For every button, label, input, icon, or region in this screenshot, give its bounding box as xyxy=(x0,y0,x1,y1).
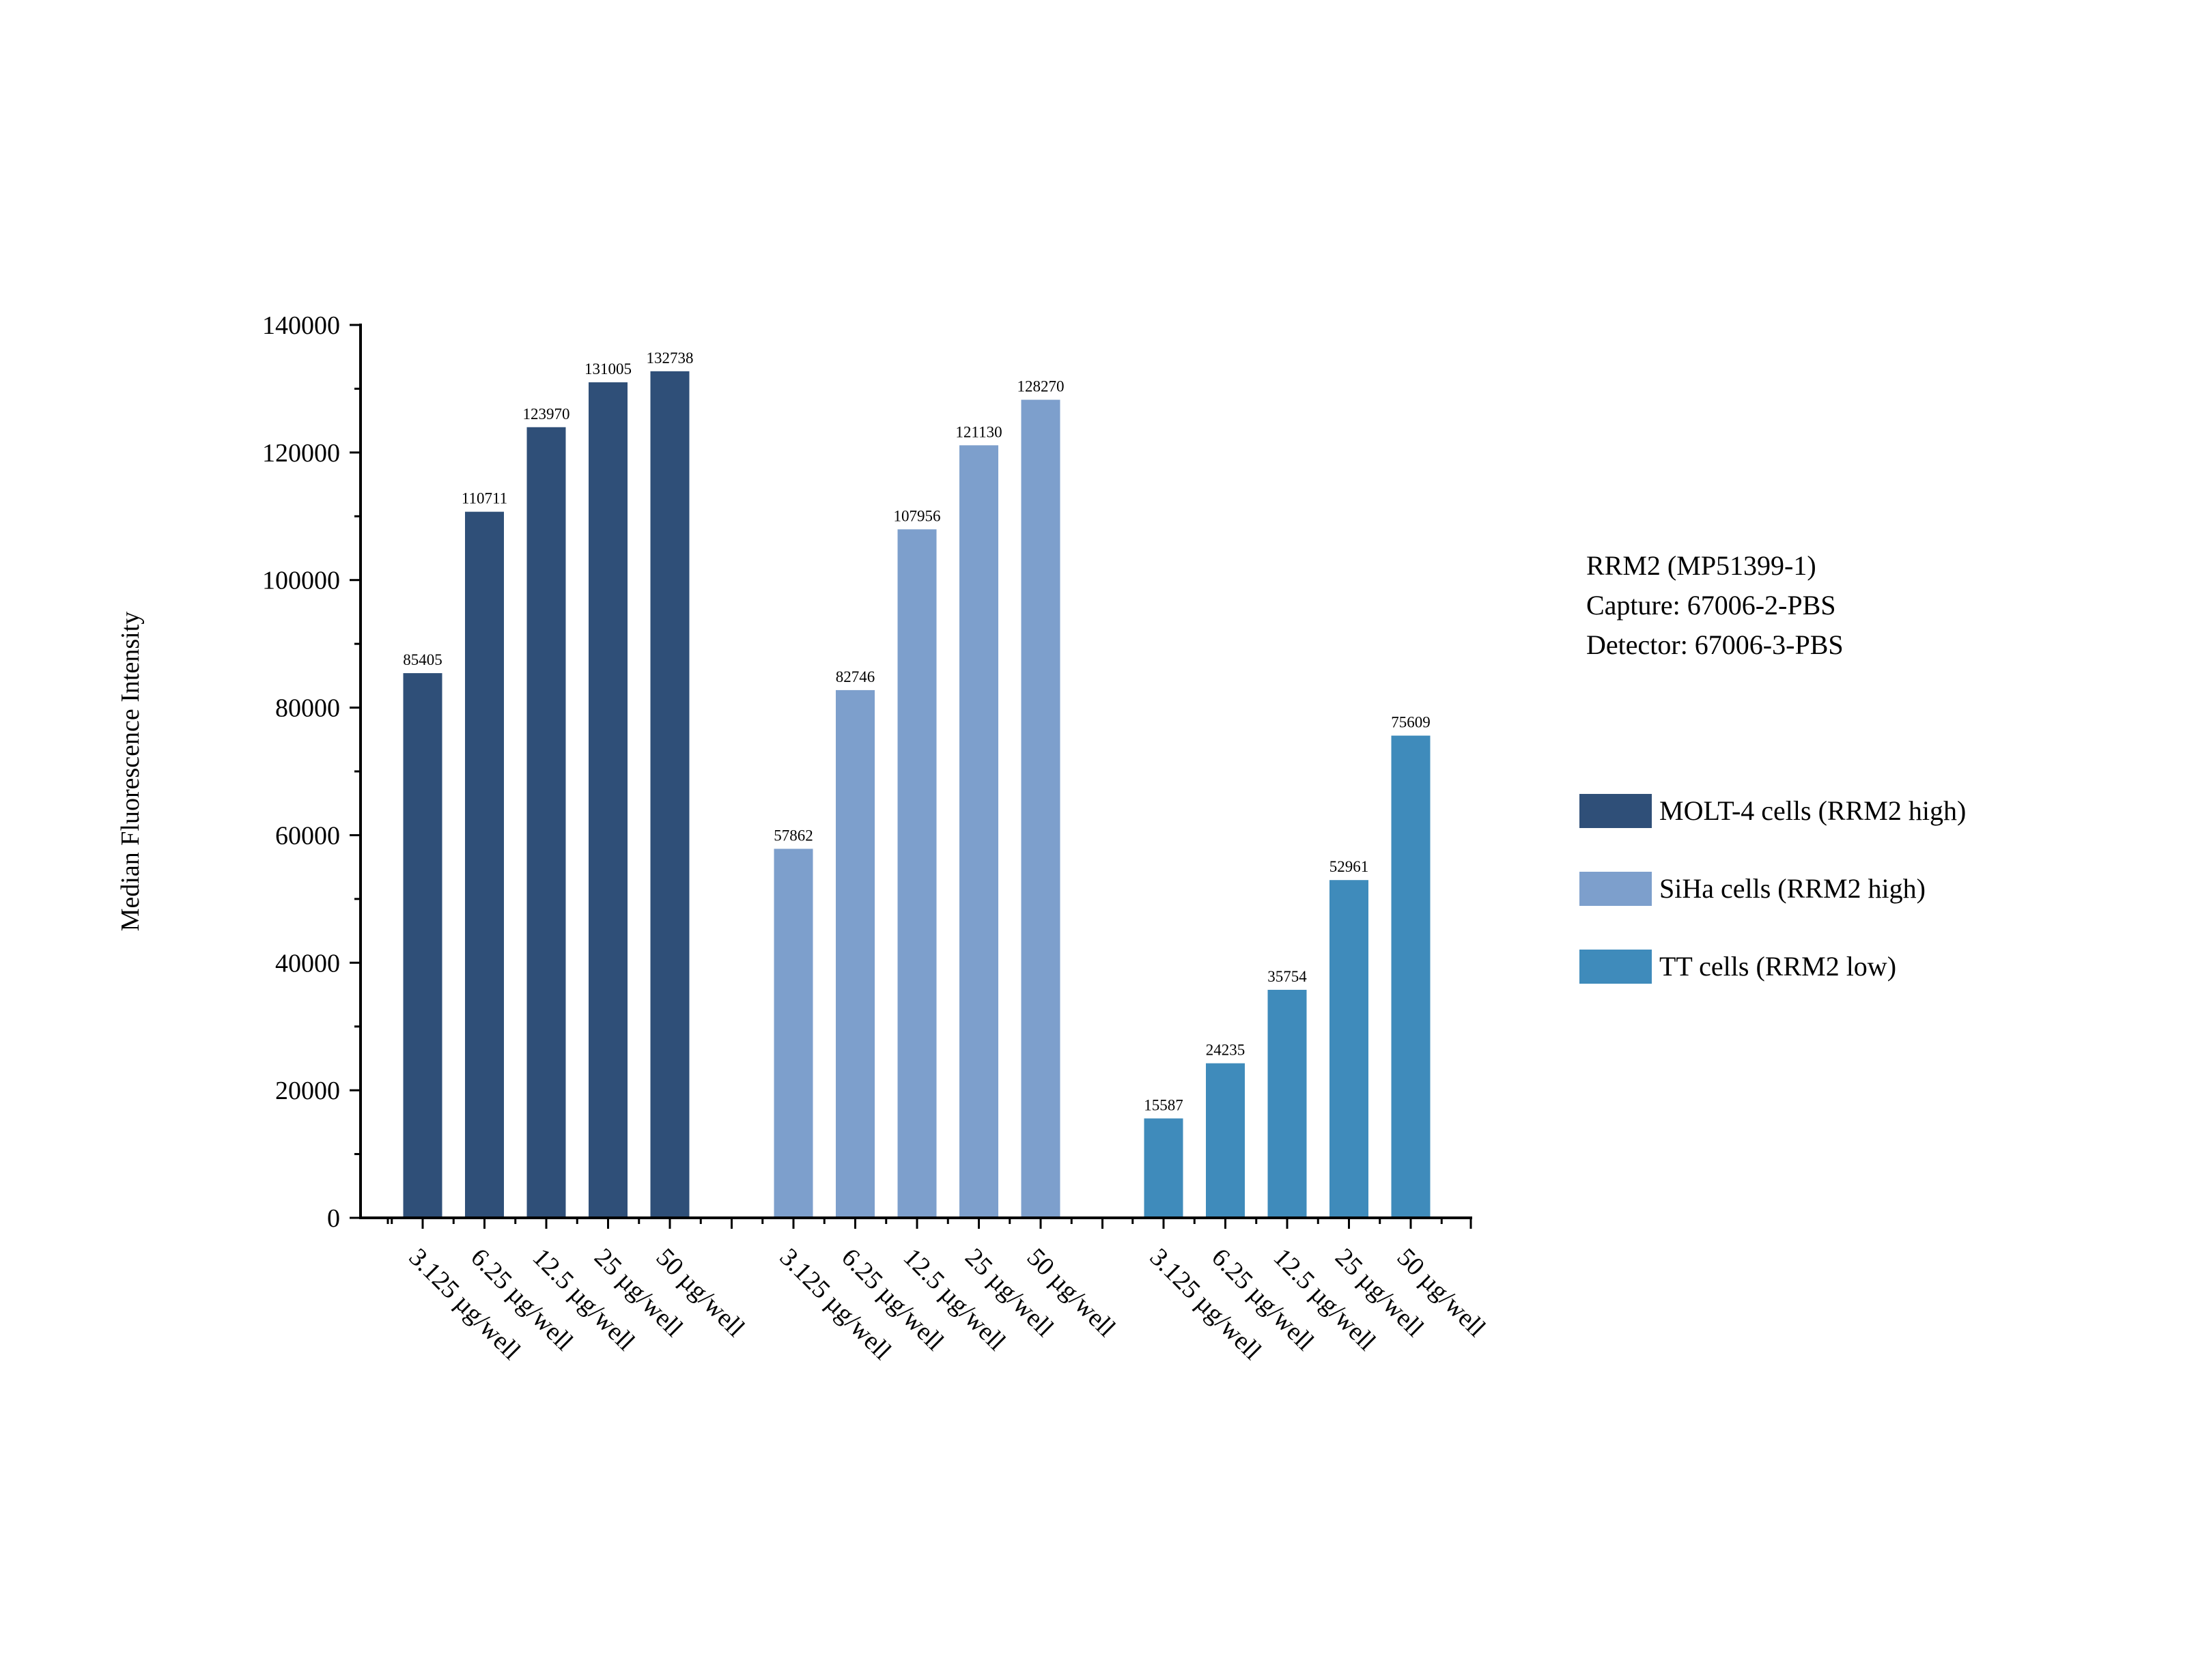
y-tick-label: 40000 xyxy=(275,949,340,978)
bar xyxy=(1329,880,1368,1218)
legend-label-tt: TT cells (RRM2 low) xyxy=(1659,951,1896,982)
bar xyxy=(959,445,998,1218)
bar xyxy=(1021,399,1060,1218)
legend-item-siha: SiHa cells (RRM2 high) xyxy=(1579,872,1926,906)
bar xyxy=(1206,1063,1245,1218)
bar-value-label: 123970 xyxy=(523,405,570,423)
legend-label-molt4: MOLT-4 cells (RRM2 high) xyxy=(1659,795,1966,826)
bar-value-label: 85405 xyxy=(403,651,442,668)
bar-value-label: 35754 xyxy=(1267,968,1307,985)
bar-value-label: 52961 xyxy=(1329,858,1369,875)
y-tick-label: 80000 xyxy=(275,694,340,723)
legend-swatch-molt4 xyxy=(1579,794,1652,828)
legend-item-tt: TT cells (RRM2 low) xyxy=(1579,950,1896,984)
bars-layer xyxy=(403,371,1431,1218)
bar-value-label: 57862 xyxy=(774,827,813,844)
y-tick-label: 20000 xyxy=(275,1077,340,1105)
bar-value-label: 131005 xyxy=(585,360,632,378)
bar-value-label: 24235 xyxy=(1206,1042,1245,1059)
legend-swatch-tt xyxy=(1579,950,1652,984)
bar xyxy=(650,371,690,1218)
bar-value-label: 128270 xyxy=(1017,378,1065,395)
y-axis-title: Median Fluorescence Intensity xyxy=(116,612,145,932)
info-capture: Capture: 67006-2-PBS xyxy=(1586,590,1836,621)
bar-value-label: 15587 xyxy=(1144,1096,1183,1113)
bar xyxy=(465,511,504,1218)
assay-info: RRM2 (MP51399-1) Capture: 67006-2-PBS De… xyxy=(1586,550,1844,660)
bar xyxy=(1144,1118,1183,1218)
bar xyxy=(403,673,442,1218)
bar-value-label: 107956 xyxy=(894,507,941,524)
bar xyxy=(897,529,937,1218)
bar xyxy=(1391,735,1431,1218)
bar xyxy=(526,427,566,1218)
bar xyxy=(1267,989,1307,1218)
bar-value-label: 132738 xyxy=(647,350,694,367)
legend-item-molt4: MOLT-4 cells (RRM2 high) xyxy=(1579,794,1966,828)
bar xyxy=(774,849,813,1218)
legend-label-siha: SiHa cells (RRM2 high) xyxy=(1659,873,1926,904)
bar xyxy=(589,382,628,1218)
legend-swatch-siha xyxy=(1579,872,1652,906)
x-ticks-layer xyxy=(386,1218,1472,1229)
y-tick-label: 140000 xyxy=(262,311,340,340)
y-tick-label: 120000 xyxy=(262,439,340,468)
bar-value-label: 75609 xyxy=(1391,714,1431,731)
info-detector: Detector: 67006-3-PBS xyxy=(1586,629,1844,660)
info-target: RRM2 (MP51399-1) xyxy=(1586,550,1816,581)
y-ticks-layer: 0 20000 40000 60000 80000 100000 120000 140000 xyxy=(262,311,361,1233)
y-tick-label: 100000 xyxy=(262,567,340,595)
legend: MOLT-4 cells (RRM2 high) SiHa cells (RRM… xyxy=(1579,794,1966,984)
bar xyxy=(836,689,875,1218)
y-tick-label: 60000 xyxy=(275,821,340,850)
value-labels-layer: 85405 110711 123970 131005 132738 57862 82746 1… xyxy=(403,350,1431,1114)
bar-value-label: 121130 xyxy=(955,423,1002,440)
bar-value-label: 110711 xyxy=(462,490,507,507)
bar-value-label: 82746 xyxy=(836,668,875,685)
y-tick-label: 0 xyxy=(327,1204,340,1233)
